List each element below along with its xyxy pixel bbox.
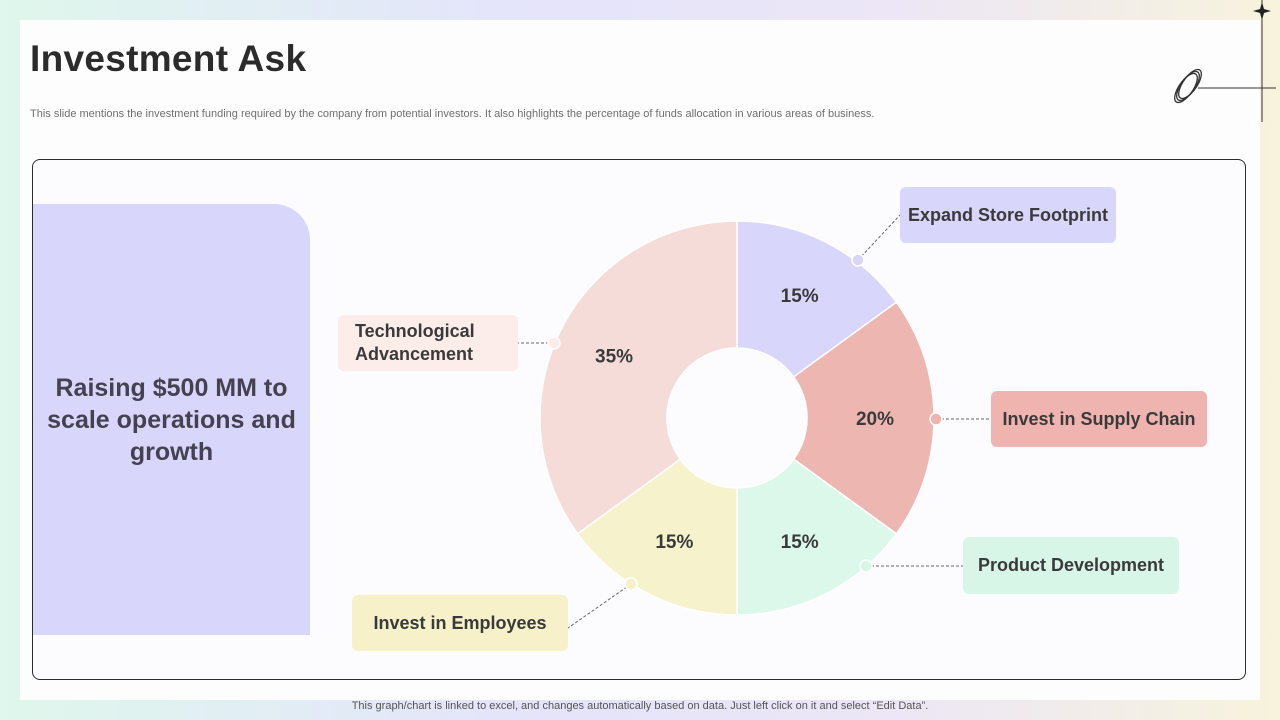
leader-line (857, 214, 901, 261)
legend-label-expand-store-footprint: Expand Store Footprint (900, 187, 1116, 243)
slice-technological-advancement[interactable] (539, 220, 738, 535)
legend-label-product-development: Product Development (963, 537, 1179, 594)
leader-dot (547, 336, 561, 350)
data-label: 15% (781, 286, 819, 307)
data-label: 15% (781, 532, 819, 553)
funding-panel: Raising $500 MM to scale operations and … (33, 204, 310, 635)
leader-dot (624, 577, 638, 591)
footer-note: This graph/chart is linked to excel, and… (351, 700, 929, 712)
leader-dot (929, 412, 943, 426)
legend-label-invest-in-employees: Invest in Employees (352, 595, 568, 651)
legend-label-invest-in-supply-chain: Invest in Supply Chain (991, 391, 1207, 447)
leader-line (567, 583, 632, 629)
funding-panel-text: Raising $500 MM to scale operations and … (47, 373, 296, 466)
slice-invest-in-employees[interactable] (576, 458, 738, 616)
data-label: 20% (856, 409, 894, 430)
slice-invest-in-supply-chain[interactable] (792, 301, 935, 535)
page-title: Investment Ask (30, 38, 307, 79)
slice-expand-store-footprint[interactable] (736, 220, 898, 378)
leader-dot (859, 559, 873, 573)
data-label: 15% (655, 532, 693, 553)
legend-label-technological-advancement: Technological Advancement (338, 315, 518, 371)
data-label: 35% (595, 346, 633, 367)
decorative-ornament-icon (1174, 0, 1276, 122)
page-subtitle: This slide mentions the investment fundi… (30, 108, 875, 120)
leader-dot (851, 253, 865, 267)
